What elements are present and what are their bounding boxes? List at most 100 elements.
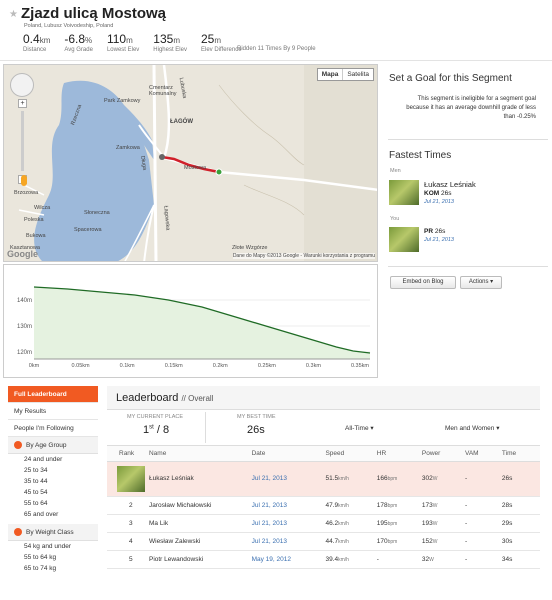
- map-label-poleska: Poleska: [24, 217, 44, 223]
- table-row[interactable]: 5 Piotr Lewandowski May 19, 2012 39.4km/h -3…: [107, 550, 540, 569]
- segment-location: Poland, Lubusz Voivodeship, Poland: [24, 23, 114, 29]
- google-logo: Google: [7, 249, 38, 259]
- my-place-suffix: st: [149, 424, 154, 431]
- you-label: You: [390, 216, 400, 222]
- effort-date[interactable]: May 19, 2012: [248, 550, 323, 569]
- column-header[interactable]: Time: [498, 446, 540, 462]
- athlete-name[interactable]: Wiesław Zalewski: [145, 532, 249, 551]
- nav-age-item[interactable]: 65 and over: [24, 511, 59, 518]
- pan-control[interactable]: [10, 73, 34, 97]
- rank-cell: 3: [107, 514, 146, 533]
- time-cell: 30s: [498, 532, 540, 551]
- nav-age-item[interactable]: 35 to 44: [24, 478, 48, 485]
- athlete-name[interactable]: Łukasz Leśniak: [145, 461, 249, 497]
- column-header[interactable]: Rank: [107, 446, 146, 462]
- nav-full-leaderboard[interactable]: Full Leaderboard: [8, 386, 98, 403]
- athlete-name[interactable]: Ma Lik: [145, 514, 249, 533]
- zoom-control[interactable]: + −: [18, 99, 27, 184]
- nav-age-item[interactable]: 55 to 64: [24, 500, 48, 507]
- time-filter-select[interactable]: All-Time ▾: [345, 424, 374, 432]
- my-place-label: MY CURRENT PLACE: [127, 414, 184, 420]
- athlete-name[interactable]: Piotr Lewandowski: [145, 550, 249, 569]
- column-header[interactable]: HR: [373, 446, 419, 462]
- star-icon[interactable]: ★: [9, 9, 18, 20]
- actions-label: Actions: [468, 279, 489, 285]
- street-view-pegman-icon[interactable]: [21, 175, 27, 186]
- elevation-area: [34, 287, 370, 359]
- map-type-satelita-button[interactable]: Satelita: [347, 71, 369, 78]
- pr-badge: PR: [424, 228, 434, 235]
- athlete-name[interactable]: Jarosław Michałowski: [145, 496, 249, 515]
- nav-age-item[interactable]: 24 and under: [24, 456, 63, 463]
- map-drawing: [18, 65, 377, 261]
- kom-date[interactable]: Jul 21, 2013: [424, 199, 454, 205]
- vam-cell: -: [461, 532, 499, 551]
- leaderboard-title: Leaderboard: [116, 392, 179, 404]
- men-label: Men: [390, 168, 401, 174]
- segment-title: Zjazd ulicą Mostową: [21, 5, 167, 22]
- effort-date[interactable]: Jul 21, 2013: [248, 532, 323, 551]
- power-cell: 173W: [418, 496, 462, 515]
- chevron-down-icon: ▾: [490, 279, 494, 285]
- effort-date[interactable]: Jul 21, 2013: [248, 461, 323, 497]
- effort-date[interactable]: Jul 21, 2013: [248, 496, 323, 515]
- kom-time: KOM 26s: [424, 190, 451, 197]
- nav-my-results[interactable]: My Results: [8, 403, 98, 420]
- table-row[interactable]: 4 Wiesław Zalewski Jul 21, 2013 44.7km/h 170…: [107, 532, 540, 551]
- stat-label: Elev Difference: [200, 47, 242, 53]
- column-header[interactable]: Name: [145, 446, 249, 462]
- stat-3: 135m Highest Elev: [153, 32, 187, 53]
- stat-value: 135m: [153, 32, 180, 46]
- segment-map[interactable]: + − Mapa Satelita ŁAGÓW Zamkowa Mostowa …: [3, 64, 378, 262]
- elevation-chart: 140m 130m 120m 0km 0.05km 0.1km 0.15km 0.2km 0.2…: [17, 286, 371, 369]
- my-place-total: / 8: [156, 424, 170, 436]
- column-header[interactable]: Date: [248, 446, 323, 462]
- vam-cell: -: [461, 514, 499, 533]
- table-row[interactable]: Łukasz Leśniak Jul 21, 2013 51.5km/h 166bpm…: [107, 461, 540, 497]
- pr-time: PR 26s: [424, 228, 445, 235]
- time-cell: 26s: [498, 461, 540, 497]
- stat-0: 0.4km Distance: [23, 32, 50, 53]
- map-type-mapa-button[interactable]: Mapa: [318, 69, 344, 80]
- goal-heading: Set a Goal for this Segment: [389, 73, 512, 84]
- zoom-in-button[interactable]: +: [18, 99, 27, 108]
- chevron-down-icon: ▾: [370, 425, 374, 432]
- nav-age-item[interactable]: 45 to 54: [24, 489, 48, 496]
- athlete-photo[interactable]: [117, 465, 145, 492]
- actions-button[interactable]: Actions ▾: [460, 276, 502, 289]
- nav-weight-item[interactable]: 55 to 64 kg: [24, 554, 57, 561]
- column-header[interactable]: VAM: [461, 446, 499, 462]
- nav-weight-item[interactable]: 65 to 74 kg: [24, 565, 57, 572]
- goal-text: This segment is ineligible for a segment…: [406, 96, 536, 120]
- table-row[interactable]: 3 Ma Lik Jul 21, 2013 46.2km/h 195bpm 193W -29…: [107, 514, 540, 533]
- map-label-cmentarz: Cmentarz Komunalny: [149, 85, 177, 97]
- speed-cell: 51.5km/h: [322, 461, 374, 497]
- kom-athlete-name[interactable]: Łukasz Leśniak: [424, 180, 476, 189]
- elevation-profile[interactable]: 140m 130m 120m 0km 0.05km 0.1km 0.15km 0.2km 0.2…: [3, 264, 378, 378]
- effort-date[interactable]: Jul 21, 2013: [248, 514, 323, 533]
- nav-weight-class[interactable]: By Weight Class: [8, 524, 98, 541]
- table-row[interactable]: 2 Jarosław Michałowski Jul 21, 2013 47.9km/…: [107, 496, 540, 515]
- nav-following[interactable]: People I'm Following: [8, 420, 98, 437]
- stat-2: 110m Lowest Elev: [107, 32, 139, 53]
- pr-date[interactable]: Jul 21, 2013: [424, 237, 454, 243]
- time-cell: 29s: [498, 514, 540, 533]
- embed-on-blog-button[interactable]: Embed on Blog: [390, 276, 456, 289]
- stat-label: Highest Elev: [153, 47, 187, 53]
- divider: [388, 139, 548, 140]
- nav-weight-item[interactable]: 54 kg and under: [24, 543, 71, 550]
- column-header[interactable]: Power: [418, 446, 462, 462]
- nav-age-item[interactable]: 25 to 34: [24, 467, 48, 474]
- stat-label: Distance: [23, 47, 47, 53]
- kom-athlete-photo[interactable]: [389, 180, 419, 205]
- gender-filter-select[interactable]: Men and Women ▾: [445, 424, 499, 432]
- vam-cell: -: [461, 461, 499, 497]
- map-copyright[interactable]: Dane do Mapy ©2013 Google - Warunki korz…: [232, 253, 375, 259]
- nav-age-group[interactable]: By Age Group: [8, 437, 98, 454]
- my-photo[interactable]: [389, 227, 419, 252]
- stat-1: -6.8% Avg Grade: [64, 32, 93, 53]
- best-time-label: MY BEST TIME: [237, 414, 276, 420]
- map-type-switch[interactable]: Mapa Satelita: [316, 68, 374, 81]
- column-header[interactable]: Speed: [322, 446, 374, 462]
- hr-cell: 195bpm: [373, 514, 419, 533]
